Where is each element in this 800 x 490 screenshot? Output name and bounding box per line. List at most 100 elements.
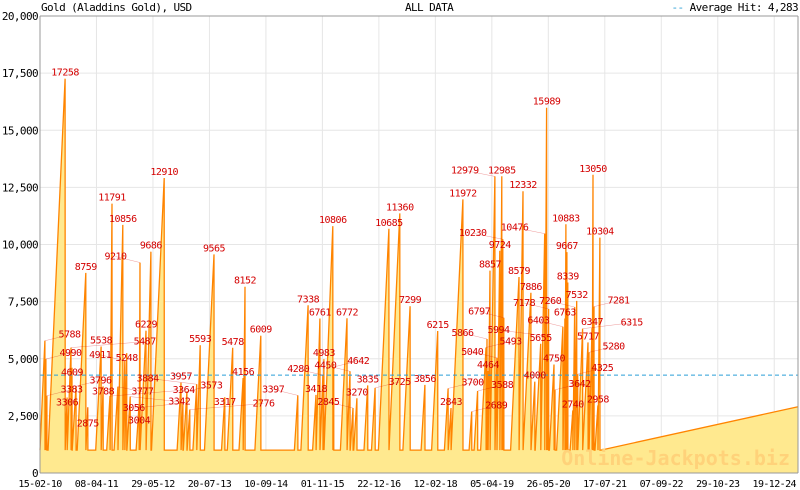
- data-label: 4464: [477, 360, 500, 371]
- data-label: 6772: [336, 307, 359, 318]
- data-label: 5994: [487, 325, 510, 336]
- data-label-leader: [582, 322, 632, 329]
- x-tick-label: 08-04-11: [75, 479, 119, 490]
- data-label: 4325: [591, 363, 614, 374]
- data-label: 7178: [513, 298, 536, 309]
- data-label-leader: [115, 256, 141, 263]
- data-label-leader: [130, 396, 180, 402]
- x-tick-label: 29-10-23: [696, 479, 740, 490]
- data-label: 3397: [262, 384, 285, 395]
- data-label: 12910: [150, 167, 178, 178]
- data-label: 3957: [170, 372, 193, 383]
- data-label: 2740: [562, 399, 585, 410]
- y-tick-label: 0: [32, 467, 38, 480]
- data-label: 5593: [189, 334, 212, 345]
- x-tick-label: 10-09-14: [244, 479, 288, 490]
- data-label: 7260: [539, 296, 562, 307]
- data-label: 3835: [357, 374, 380, 385]
- data-label: 4609: [61, 368, 84, 379]
- data-label: 10685: [375, 218, 403, 229]
- legend-label: Average Hit: 4,283: [689, 1, 799, 14]
- data-label: 7281: [607, 296, 630, 307]
- data-label: 8579: [508, 266, 531, 277]
- data-label-leader: [328, 401, 354, 409]
- average-line-legend-icon: --: [671, 1, 690, 14]
- y-tick-label: 12,500: [2, 181, 38, 194]
- data-label-leader: [554, 383, 580, 390]
- data-label: 3788: [92, 386, 115, 397]
- data-label: 13050: [579, 164, 607, 175]
- data-label: 5248: [116, 353, 139, 364]
- data-label: 6763: [554, 308, 577, 319]
- data-label: 10230: [459, 228, 487, 239]
- data-label-leader: [189, 403, 264, 410]
- data-label: 8152: [234, 276, 257, 287]
- data-label: 3573: [200, 380, 223, 391]
- data-label: 7299: [399, 295, 422, 306]
- data-label: 2875: [77, 418, 100, 429]
- data-label: 3342: [168, 397, 191, 408]
- data-label: 2843: [440, 397, 463, 408]
- data-label: 5866: [451, 328, 474, 339]
- data-label: 11972: [449, 188, 477, 199]
- data-label: 4156: [232, 367, 255, 378]
- data-label-leader: [477, 384, 503, 392]
- data-label-leader: [117, 386, 143, 392]
- data-label-leader: [325, 365, 351, 372]
- data-label: 8759: [75, 262, 98, 273]
- data-label: 6229: [135, 320, 158, 331]
- x-tick-label: 15-02-10: [18, 479, 62, 490]
- data-label: 9667: [556, 241, 579, 252]
- data-label: 10304: [586, 227, 614, 238]
- data-label-leader: [593, 300, 619, 307]
- data-label: 10856: [109, 214, 137, 225]
- data-label-leader: [448, 382, 473, 389]
- data-label: 4983: [313, 348, 336, 359]
- y-tick-label: 2,500: [8, 410, 38, 423]
- x-tick-label: 22-12-16: [357, 479, 401, 490]
- data-label: 3777: [131, 387, 154, 398]
- data-label: 3383: [60, 385, 83, 396]
- data-label: 2845: [317, 397, 340, 408]
- data-label: 6215: [427, 320, 450, 331]
- data-label: 10476: [501, 223, 529, 234]
- data-label-leader: [375, 381, 400, 389]
- data-label-leader: [186, 385, 212, 392]
- data-label: 10806: [319, 215, 347, 226]
- data-label-leader: [514, 227, 545, 234]
- data-label-leader: [538, 320, 563, 327]
- x-tick-label: 05-04-19: [470, 479, 514, 490]
- data-label: 3418: [305, 384, 328, 395]
- y-tick-label: 7,500: [8, 296, 38, 309]
- data-label: 10883: [552, 213, 580, 224]
- data-label: 8857: [479, 260, 502, 271]
- data-label: 3004: [128, 415, 151, 426]
- data-label: 11360: [386, 202, 414, 213]
- x-tick-label: 19-12-24: [753, 479, 797, 490]
- data-label: 2689: [485, 401, 508, 412]
- data-label: 5538: [90, 336, 113, 347]
- data-label-leader: [44, 334, 70, 341]
- data-label: 2958: [587, 394, 610, 405]
- data-label-leader: [498, 329, 548, 337]
- data-label: 3642: [569, 379, 592, 390]
- data-label: 4990: [59, 348, 82, 359]
- y-tick-label: 5,000: [8, 353, 38, 366]
- data-label: 6315: [621, 318, 644, 329]
- x-tick-label: 17-07-21: [583, 479, 627, 490]
- data-label: 9565: [203, 243, 226, 254]
- data-label: 17258: [51, 68, 79, 79]
- data-label: 4911: [89, 350, 112, 361]
- data-label: 12985: [488, 165, 516, 176]
- data-label: 3856: [414, 374, 437, 385]
- data-label: 4750: [543, 354, 566, 365]
- data-label: 5655: [530, 333, 553, 344]
- data-label: 5487: [134, 337, 157, 348]
- data-label-leader: [100, 354, 125, 361]
- data-label: 6009: [250, 325, 273, 336]
- data-label: 3796: [89, 375, 112, 386]
- data-label-leader: [588, 346, 614, 353]
- x-tick-label: 26-05-20: [527, 479, 571, 490]
- data-label-leader: [109, 389, 184, 397]
